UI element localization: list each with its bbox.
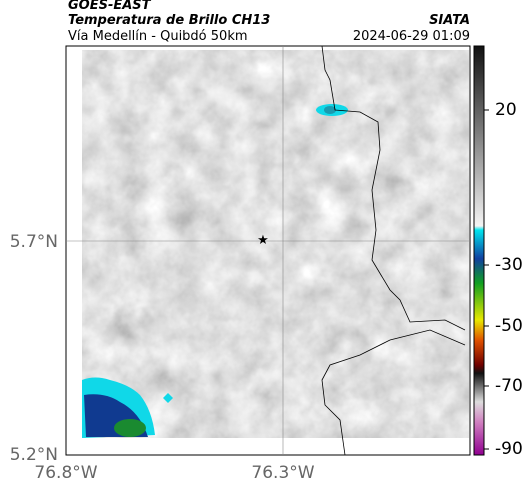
datetime: 2024-06-29 01:09 bbox=[353, 29, 470, 44]
colorbar-label: 20 bbox=[495, 100, 517, 120]
agency: SIATA bbox=[429, 13, 470, 28]
colorbar-label: -90 bbox=[495, 439, 523, 459]
title: Temperatura de Brillo CH13 bbox=[68, 13, 270, 28]
map: ★ bbox=[65, 45, 471, 456]
location-marker: ★ bbox=[257, 233, 269, 248]
source: GOES-EAST bbox=[68, 0, 152, 13]
satellite-image bbox=[82, 50, 469, 438]
colorbar-label: -50 bbox=[495, 316, 523, 336]
colorbar bbox=[473, 45, 485, 456]
colorbar-label: -30 bbox=[495, 255, 523, 275]
subtitle: Vía Medellín - Quibdó 50km bbox=[68, 29, 248, 44]
lat-label: 5.2°N bbox=[10, 445, 58, 465]
lon-label: 76.8°W bbox=[34, 463, 97, 483]
colorbar-label: -70 bbox=[495, 376, 523, 396]
lon-label: 76.3°W bbox=[251, 463, 314, 483]
lat-label: 5.7°N bbox=[10, 232, 58, 252]
